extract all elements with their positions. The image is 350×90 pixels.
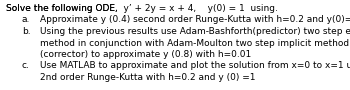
Text: Solve the following ODE,: Solve the following ODE, [6,4,124,13]
Text: 2nd order Runge-Kutta with h=0.2 and y (0) =1: 2nd order Runge-Kutta with h=0.2 and y (… [40,73,256,82]
Text: (corrector) to approximate y (0.8) with h=0.01: (corrector) to approximate y (0.8) with … [40,50,251,59]
Text: a.: a. [22,15,30,24]
Text: Approximate y (0.4) second order Runge-Kutta with h=0.2 and y(0)=0.: Approximate y (0.4) second order Runge-K… [40,15,350,24]
Text: Solve the following ODE,  y’ + 2y = x + 4,    y(0) = 1  using.: Solve the following ODE, y’ + 2y = x + 4… [6,4,278,13]
Text: b.: b. [22,27,31,36]
Text: Use MATLAB to approximate and plot the solution from x=0 to x=1 using: Use MATLAB to approximate and plot the s… [40,61,350,70]
Text: method in conjunction with Adam-Moulton two step implicit method: method in conjunction with Adam-Moulton … [40,39,349,48]
Text: Using the previous results use Adam-Bashforth(predictor) two step explicit: Using the previous results use Adam-Bash… [40,27,350,36]
Text: c.: c. [22,61,30,70]
